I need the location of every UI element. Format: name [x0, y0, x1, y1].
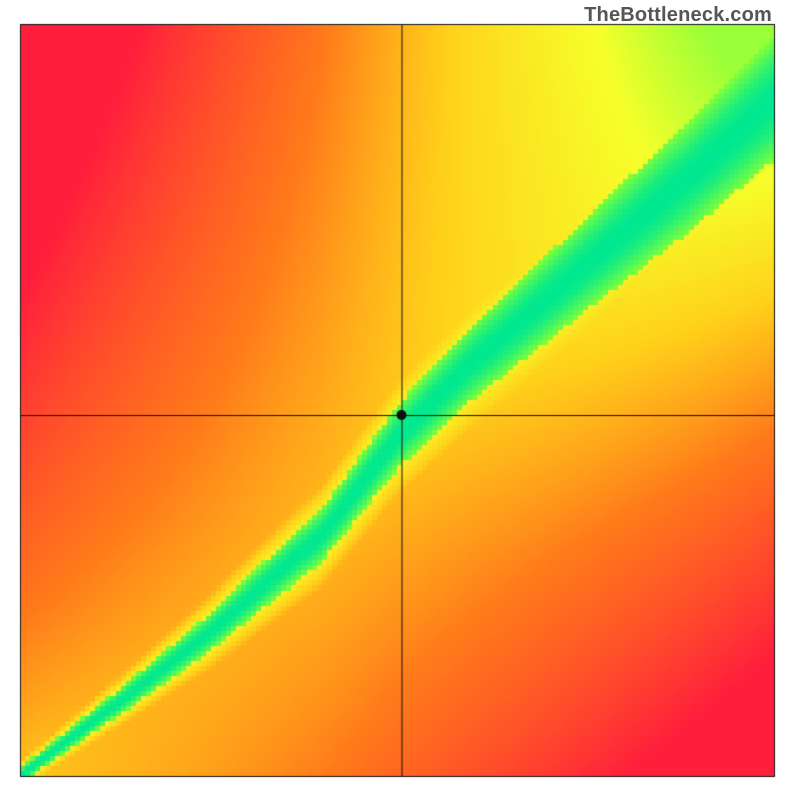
watermark-text: TheBottleneck.com	[584, 4, 772, 27]
chart-container: TheBottleneck.com	[0, 0, 800, 800]
bottleneck-heatmap	[0, 0, 800, 800]
